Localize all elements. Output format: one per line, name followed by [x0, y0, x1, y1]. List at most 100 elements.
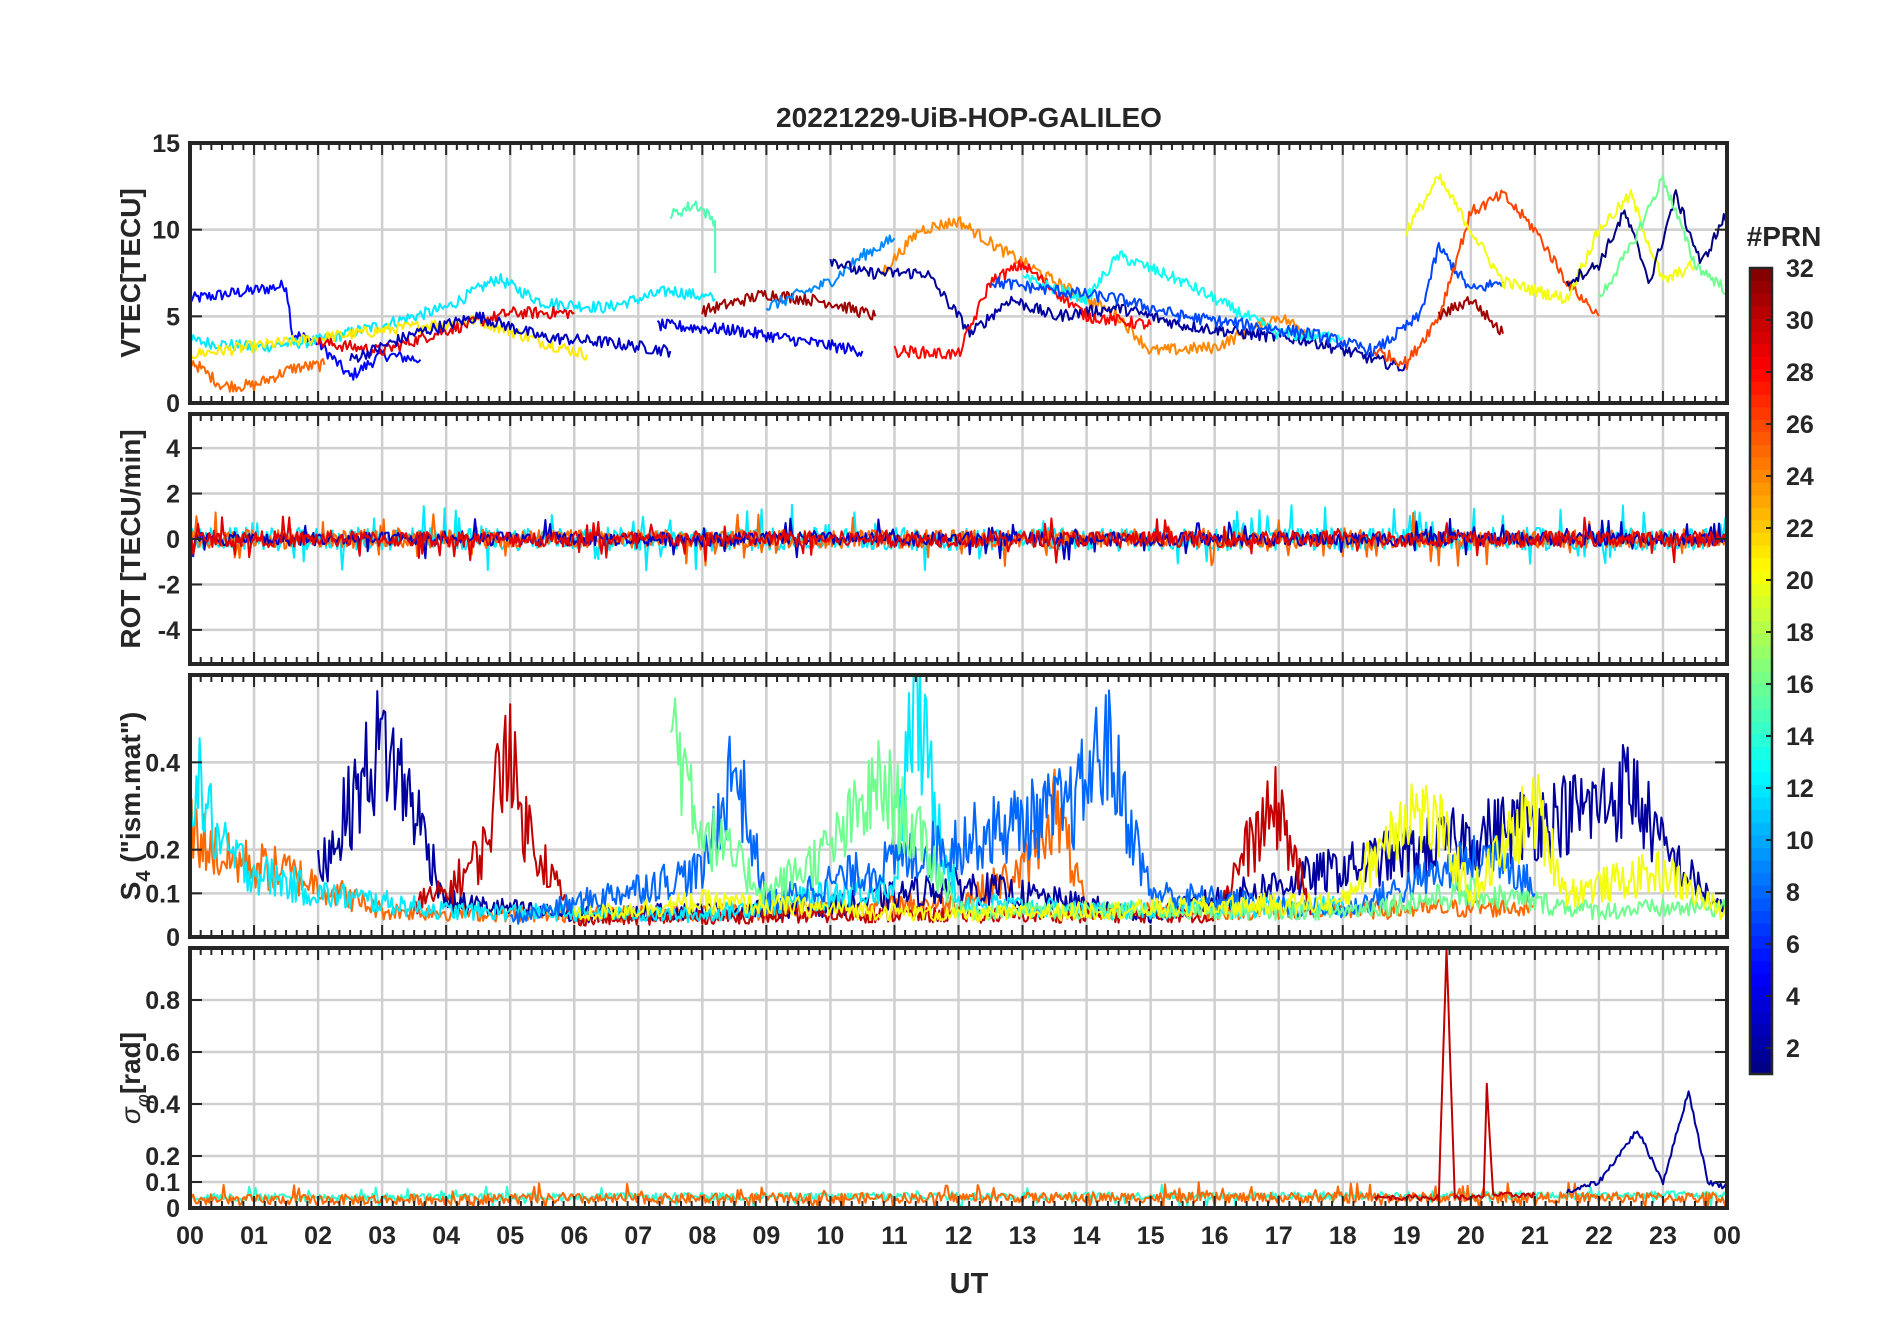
series-prn-2	[1565, 1090, 1727, 1194]
series-prn-30	[1373, 948, 1536, 1202]
colorbar-segment	[1750, 393, 1772, 408]
series-prn-31	[701, 289, 877, 321]
colorbar-segment	[1750, 834, 1772, 848]
colorbar-tick-label: 4	[1786, 983, 1800, 1011]
colorbar-segment	[1750, 948, 1772, 962]
panel-frame	[188, 946, 1729, 1210]
colorbar-segment	[1750, 494, 1772, 508]
colorbar-segment	[1750, 759, 1772, 773]
series-group	[190, 173, 1727, 393]
series-prn-16	[669, 697, 1727, 921]
y-tick-label: 0	[166, 924, 180, 952]
colorbar-segment	[1750, 998, 1772, 1012]
colorbar-segment	[1750, 419, 1772, 433]
x-tick-label: 17	[1265, 1222, 1293, 1250]
series-prn-21	[190, 313, 589, 361]
colorbar-segment	[1750, 708, 1772, 722]
colorbar-tick-label: 24	[1786, 463, 1814, 491]
y-axis-label: S4 ("ism.mat")	[115, 712, 155, 901]
colorbar-tick-label: 8	[1786, 879, 1800, 907]
colorbar-segment	[1750, 519, 1772, 534]
series-prn-31	[1437, 296, 1504, 336]
colorbar-segment	[1750, 809, 1772, 823]
x-tick-label: 12	[945, 1222, 973, 1250]
x-axis-label: UT	[950, 1268, 989, 1300]
x-tick-label: 15	[1137, 1222, 1165, 1250]
chart-title: 20221229-UiB-HOP-GALILEO	[776, 102, 1162, 133]
x-tick-label: 10	[817, 1222, 845, 1250]
x-tick-label: 07	[624, 1222, 652, 1250]
colorbar-segment	[1750, 595, 1772, 609]
colorbar-tick-label: 16	[1786, 671, 1814, 699]
colorbar-tick-label: 14	[1786, 723, 1814, 751]
y-tick-label: 0	[166, 1195, 180, 1223]
colorbar-tick-label: 28	[1786, 359, 1814, 387]
colorbar-label: #PRN	[1747, 221, 1822, 252]
series-prn-26	[1373, 189, 1600, 371]
colorbar-segment	[1750, 482, 1772, 496]
colorbar-segment	[1750, 545, 1772, 559]
y-axis-label: σφ[rad]	[115, 1032, 155, 1124]
colorbar-segment	[1750, 1048, 1772, 1063]
y-tick-label: 0.4	[145, 749, 180, 777]
y-tick-label: 4	[166, 435, 180, 463]
x-tick-label: 20	[1457, 1222, 1485, 1250]
colorbar-segment	[1750, 570, 1772, 584]
colorbar-segment	[1750, 532, 1772, 546]
x-tick-label: 08	[688, 1222, 716, 1250]
y-tick-label: -4	[158, 617, 180, 645]
colorbar-tick-label: 20	[1786, 567, 1814, 595]
colorbar-tick-label: 18	[1786, 619, 1814, 647]
x-tick-label: 00	[176, 1222, 204, 1250]
y-tick-label: 2	[166, 481, 180, 509]
colorbar-segment	[1750, 1061, 1772, 1075]
y-tick-label: 0.8	[145, 987, 180, 1015]
colorbar-segment	[1750, 456, 1772, 471]
series-prn-9	[765, 234, 896, 311]
series-prn-2	[829, 258, 1408, 372]
colorbar-segment	[1750, 922, 1772, 937]
colorbar-segment	[1750, 872, 1772, 886]
x-tick-label: 19	[1393, 1222, 1421, 1250]
series-prn-25	[190, 356, 326, 393]
colorbar-segment	[1750, 696, 1772, 710]
panel-frame	[188, 141, 1729, 405]
panel-rot: -4 -2 0 2 4 ROT [TECU/min]	[115, 412, 1729, 666]
panel-sigma_phi: 00.10.2 0.4 0.6 0.8 σφ[rad] 00 01 02 03 04 05 06 07 0…	[115, 946, 1741, 1250]
colorbar-segment	[1750, 910, 1772, 924]
y-axis-label: VTEC[TECU]	[115, 188, 146, 358]
colorbar-tick-label: 30	[1786, 307, 1814, 335]
colorbar-segment	[1750, 406, 1772, 420]
x-tick-label: 16	[1201, 1222, 1229, 1250]
colorbar-segment	[1750, 658, 1772, 672]
colorbar-segment	[1750, 293, 1772, 307]
y-tick-label: 0.1	[145, 880, 180, 908]
colorbar-segment	[1750, 1011, 1772, 1025]
colorbar-segment	[1750, 733, 1772, 748]
colorbar-segment	[1750, 985, 1772, 1000]
series-prn-8	[509, 689, 1536, 925]
y-tick-label: 0.2	[145, 837, 180, 865]
y-tick-label: 0	[166, 526, 180, 554]
colorbar-segment	[1750, 507, 1772, 521]
series-prn-29	[317, 306, 575, 356]
colorbar-segment	[1750, 381, 1772, 395]
colorbar-segment	[1750, 305, 1772, 319]
colorbar-segment	[1750, 1023, 1772, 1037]
x-tick-label: 09	[752, 1222, 780, 1250]
panel-s4: 0 0.1 0.2 0.4S4 ("ism.mat")	[115, 673, 1729, 952]
colorbar-segment	[1750, 582, 1772, 597]
series-prn-1	[1565, 189, 1727, 287]
series-group	[190, 675, 1727, 927]
colorbar-segment	[1750, 897, 1772, 911]
y-tick-label: 10	[152, 217, 180, 245]
colorbar-tick-label: 26	[1786, 411, 1814, 439]
y-tick-label: -2	[158, 571, 180, 599]
x-tick-label: 04	[432, 1222, 460, 1250]
series-prn-4	[656, 318, 864, 358]
colorbar-segment	[1750, 608, 1772, 622]
colorbar-segment	[1750, 847, 1772, 861]
